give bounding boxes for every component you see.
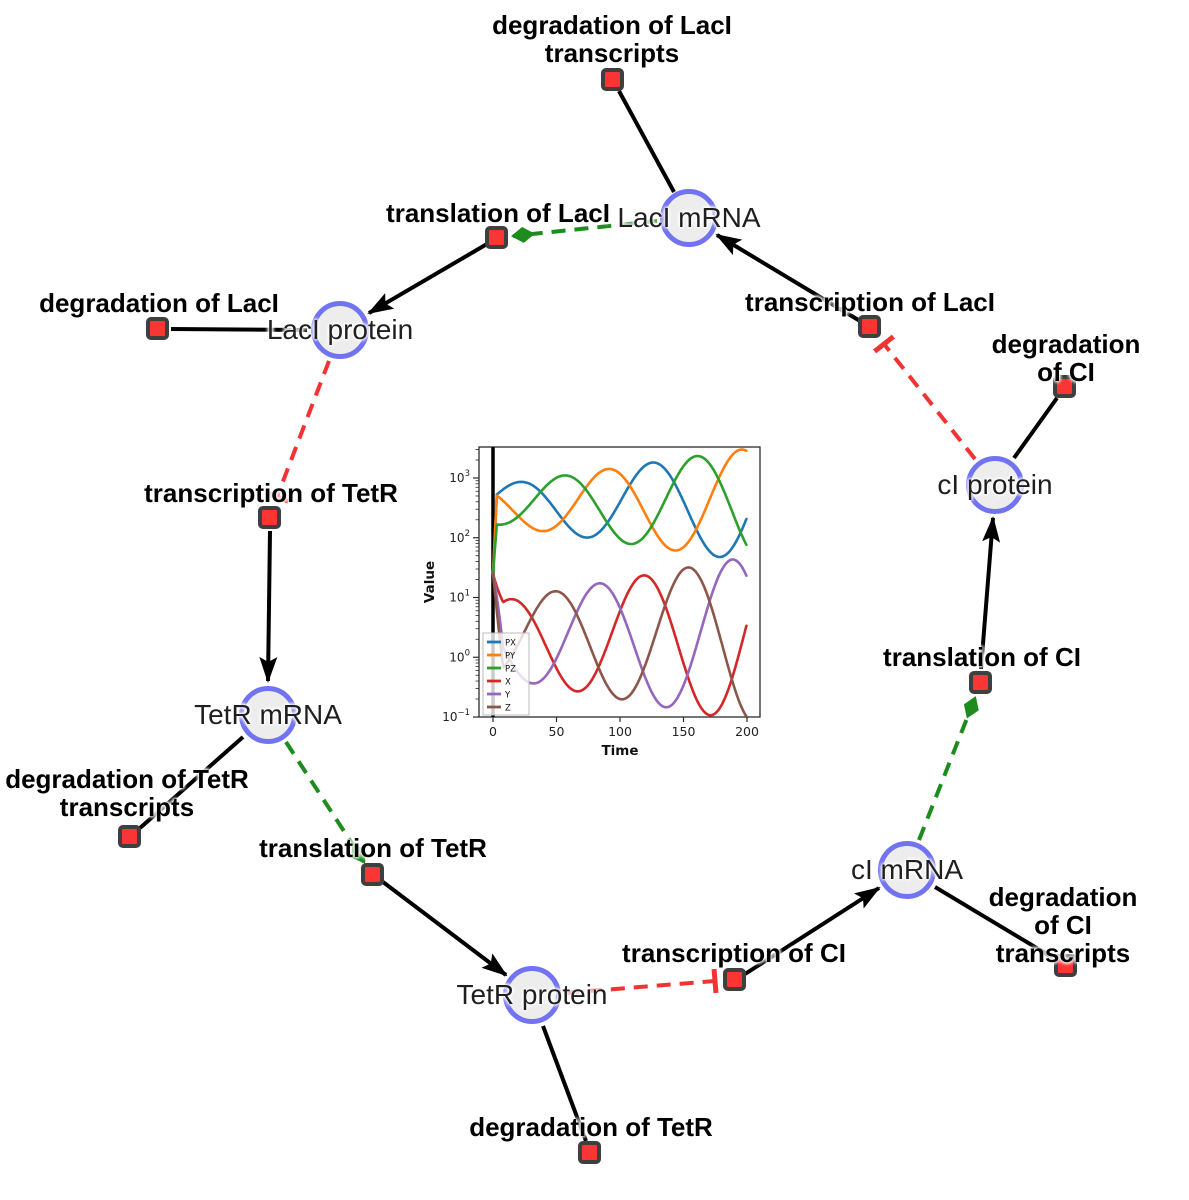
svg-text:150: 150	[672, 724, 696, 739]
chart-series-PZ	[491, 454, 748, 575]
species-node-ci-protein[interactable]	[966, 456, 1024, 514]
reaction-node-degradation-ci[interactable]	[1053, 375, 1076, 398]
species-label-laci-protein: LacI protein	[266, 314, 414, 345]
simulation-timecourse-chart: 0 50 100 150 20010−1100101102103TimeValuePXP…	[420, 435, 775, 770]
edge-tetr-mrna-to-translation-tetr	[284, 740, 366, 864]
species-label-tetr-protein: TetR protein	[456, 979, 608, 1010]
edge-translation-ci-to-ci-protein	[979, 516, 1001, 670]
reaction-node-degradation-ci-transcripts[interactable]	[1054, 954, 1077, 977]
reaction-label-degradation-tetr-transcripts: degradation of TetR transcripts	[5, 764, 249, 822]
svg-text:X: X	[505, 678, 511, 688]
svg-text:102: 102	[449, 529, 470, 545]
svg-text:100: 100	[608, 724, 632, 739]
edge-tetr-protein-to-deg-tetr	[541, 1025, 588, 1142]
species-node-ci-mrna[interactable]	[878, 841, 936, 899]
edge-ci-mrna-to-translation-ci	[917, 696, 979, 841]
svg-text:Z: Z	[505, 704, 511, 714]
edge-ci-protein-inhibits-transcription-laci	[873, 334, 977, 461]
reaction-label-transcription-laci: transcription of LacI	[745, 287, 995, 317]
reaction-label-degradation-laci: degradation of LacI	[39, 288, 279, 318]
reaction-label-degradation-laci-transcripts: degradation of LacI transcripts	[492, 10, 732, 68]
svg-text:PY: PY	[505, 652, 516, 662]
reaction-label-transcription-ci: transcription of CI	[622, 938, 846, 968]
species-label-ci-mrna: cI mRNA	[851, 854, 963, 885]
reaction-label-translation-tetr: translation of TetR	[259, 833, 487, 863]
edge-ci-mrna-to-deg-ci-transcripts	[933, 885, 1057, 961]
reaction-node-translation-ci[interactable]	[969, 671, 992, 694]
reaction-node-transcription-laci[interactable]	[858, 315, 881, 338]
reaction-node-degradation-laci[interactable]	[146, 317, 169, 340]
svg-text:PZ: PZ	[505, 665, 516, 675]
edge-laci-mrna-to-translation-laci	[511, 219, 658, 243]
chart-series-PX	[491, 461, 748, 575]
svg-text:Time: Time	[601, 743, 638, 759]
chart-series-Y	[491, 558, 748, 709]
species-node-laci-mrna[interactable]	[660, 189, 718, 247]
reaction-node-translation-tetr[interactable]	[361, 863, 384, 886]
reaction-node-transcription-ci[interactable]	[723, 968, 746, 991]
edge-transcription-tetr-to-tetr-mrna	[259, 530, 278, 683]
reaction-label-degradation-ci-transcripts: degradation of CI transcripts	[988, 882, 1138, 968]
reaction-label-translation-ci: translation of CI	[883, 642, 1081, 672]
edge-laci-mrna-to-deg-laci-transcripts	[617, 90, 676, 193]
svg-text:100: 100	[449, 648, 470, 664]
reaction-node-degradation-tetr[interactable]	[578, 1141, 601, 1164]
reaction-node-translation-laci[interactable]	[485, 226, 508, 249]
reaction-label-degradation-ci: degradation of CI	[991, 329, 1141, 387]
reaction-label-translation-laci: translation of LacI	[386, 198, 610, 228]
chart-series-Z	[491, 566, 748, 717]
edge-translation-tetr-to-tetr-protein	[381, 880, 508, 977]
svg-text:10−1: 10−1	[442, 708, 470, 724]
reaction-node-transcription-tetr[interactable]	[258, 506, 281, 529]
reaction-node-degradation-laci-transcripts[interactable]	[601, 68, 624, 91]
reaction-label-degradation-tetr: degradation of TetR	[469, 1112, 713, 1142]
edge-laci-protein-inhibits-transcription-tetr	[264, 360, 331, 504]
chart-series-PY	[491, 448, 748, 575]
edge-ci-protein-to-deg-ci	[1012, 396, 1059, 460]
species-label-ci-protein: cI protein	[937, 469, 1053, 500]
edge-translation-laci-to-laci-protein	[367, 242, 489, 315]
svg-text:Value: Value	[422, 561, 438, 603]
species-node-tetr-protein[interactable]	[503, 966, 561, 1024]
species-node-tetr-mrna[interactable]	[239, 686, 297, 744]
edge-transcription-laci-to-laci-mrna	[715, 233, 862, 323]
reaction-label-transcription-tetr: transcription of TetR	[144, 478, 398, 508]
edge-laci-protein-to-deg-laci	[170, 327, 308, 332]
chart-series-X	[491, 572, 748, 717]
chart-legend: PX PY PZ XYZ	[482, 632, 530, 716]
species-label-laci-mrna: LacI mRNA	[617, 202, 761, 233]
svg-text:Y: Y	[504, 691, 511, 701]
edge-transcription-ci-to-ci-mrna	[743, 886, 881, 976]
svg-text:0: 0	[489, 724, 497, 739]
species-label-tetr-mrna: TetR mRNA	[194, 699, 342, 730]
edge-tetr-mrna-to-deg-tetr-transcripts	[138, 735, 245, 830]
svg-text:200: 200	[735, 724, 759, 739]
svg-text:50: 50	[549, 724, 565, 739]
edge-tetr-protein-inhibits-transcription-ci	[564, 968, 719, 995]
svg-text:103: 103	[449, 469, 470, 485]
reaction-node-degradation-tetr-transcripts[interactable]	[118, 825, 141, 848]
svg-text:PX: PX	[505, 639, 516, 649]
svg-text:101: 101	[449, 589, 470, 605]
species-node-laci-protein[interactable]	[311, 301, 369, 359]
